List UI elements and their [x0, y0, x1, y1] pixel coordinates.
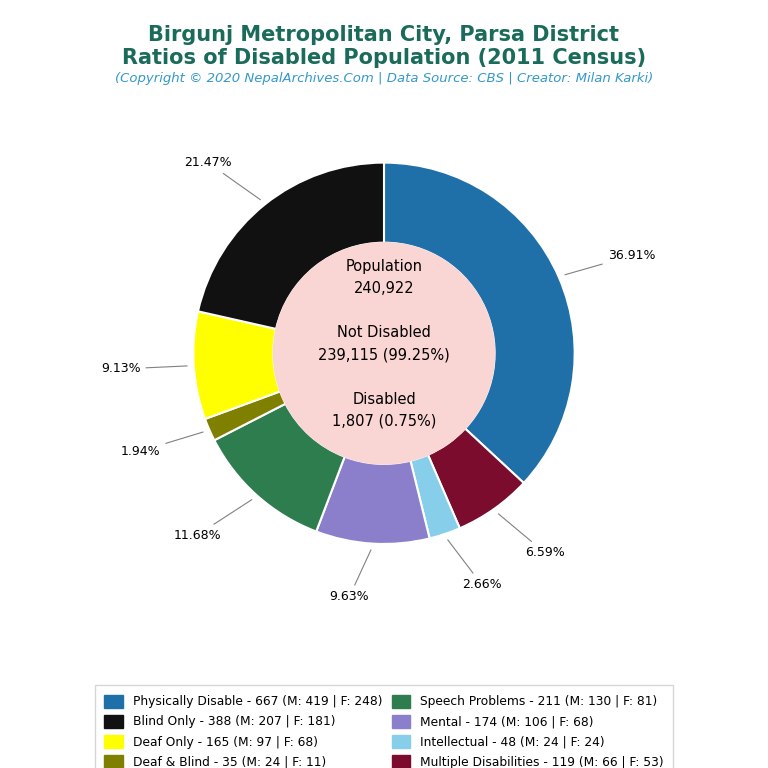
Text: Birgunj Metropolitan City, Parsa District: Birgunj Metropolitan City, Parsa Distric…	[148, 25, 620, 45]
Wedge shape	[428, 429, 524, 528]
Wedge shape	[384, 163, 574, 483]
Text: 21.47%: 21.47%	[184, 156, 260, 200]
Text: 9.13%: 9.13%	[101, 362, 187, 376]
Text: 11.68%: 11.68%	[174, 500, 252, 541]
Text: Population
240,922

Not Disabled
239,115 (99.25%)

Disabled
1,807 (0.75%): Population 240,922 Not Disabled 239,115 …	[318, 259, 450, 429]
Legend: Physically Disable - 667 (M: 419 | F: 248), Blind Only - 388 (M: 207 | F: 181), : Physically Disable - 667 (M: 419 | F: 24…	[94, 685, 674, 768]
Wedge shape	[198, 163, 384, 329]
Text: 2.66%: 2.66%	[448, 540, 502, 591]
Text: Ratios of Disabled Population (2011 Census): Ratios of Disabled Population (2011 Cens…	[122, 48, 646, 68]
Wedge shape	[316, 457, 429, 544]
Text: 1.94%: 1.94%	[121, 432, 204, 458]
Wedge shape	[205, 392, 286, 440]
Text: 9.63%: 9.63%	[329, 550, 371, 604]
Circle shape	[273, 243, 495, 464]
Wedge shape	[214, 404, 345, 531]
Text: 6.59%: 6.59%	[498, 514, 564, 559]
Text: 36.91%: 36.91%	[565, 250, 655, 275]
Wedge shape	[194, 311, 280, 419]
Text: (Copyright © 2020 NepalArchives.Com | Data Source: CBS | Creator: Milan Karki): (Copyright © 2020 NepalArchives.Com | Da…	[115, 72, 653, 85]
Wedge shape	[410, 455, 460, 538]
